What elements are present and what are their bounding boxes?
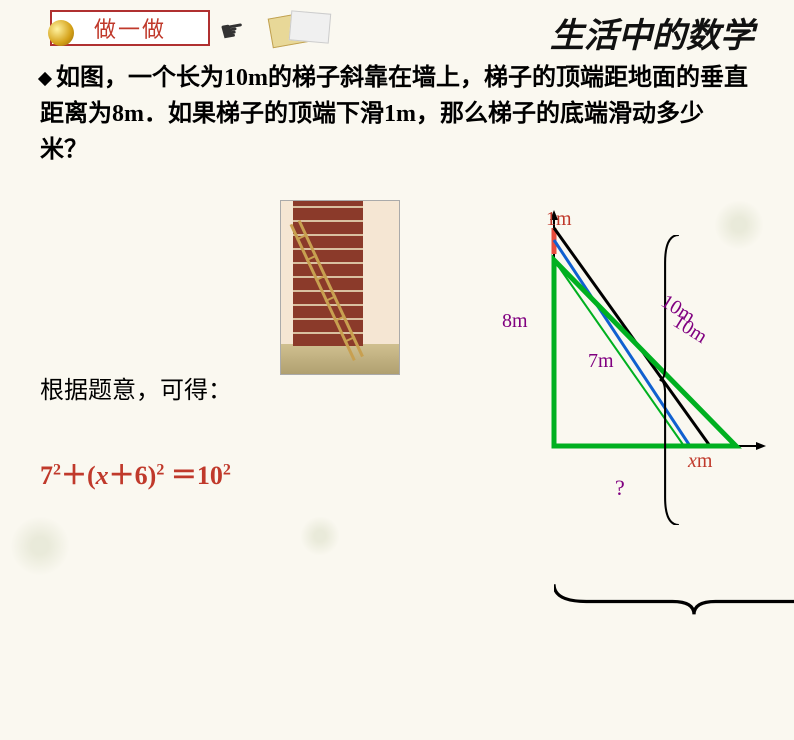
problem-body: 如图，一个长为10m的梯子斜靠在墙上，梯子的顶端距地面的垂直距离为8m．如果梯子… [40,65,748,163]
bg-decor [10,516,70,576]
label-xm: xm [688,450,712,473]
label-7m: 7m [588,350,614,373]
books-icon [260,10,340,50]
page-title: 生活中的数学 [550,8,754,57]
hint-text: 根据题意，可得： [40,370,232,405]
label-8m: 8m [502,310,528,333]
pointer-icon: ☛ [217,12,248,50]
banner-doit: 做一做 [50,10,210,46]
problem-text: 如图，一个长为10m的梯子斜靠在墙上，梯子的顶端距地面的垂直距离为8m．如果梯子… [40,60,750,168]
label-question: ? [615,475,625,501]
bulb-icon [48,20,74,46]
banner-label: 做一做 [94,12,166,44]
bg-decor [300,516,340,556]
brace-question [554,450,794,740]
geometry-diagram: 1m 8m 7m 10m 10m xm ? [490,210,770,500]
equation: 72＋(x＋6)2 ＝102 [40,455,231,492]
wall-illustration [280,200,400,375]
label-1m: 1m [546,208,572,231]
bullet-icon [38,72,52,86]
